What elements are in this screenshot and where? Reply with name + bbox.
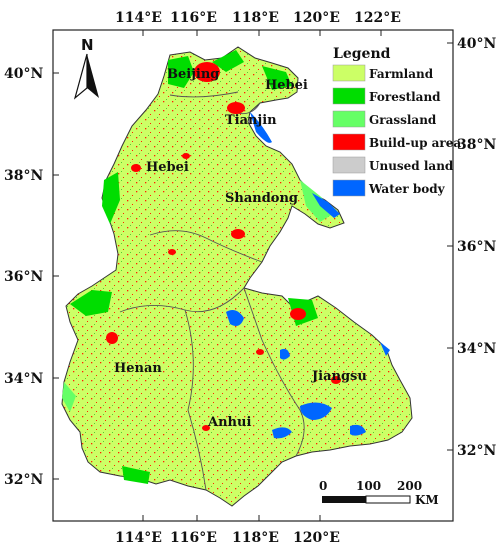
left-latitude-labels: 40°N 38°N 36°N 34°N 32°N — [4, 66, 43, 488]
region-label-jiangsu: Jiangsu — [311, 369, 367, 384]
legend-swatch-water-body — [332, 179, 366, 197]
region-labels: Beijing Hebei Tianjin Hebei Shandong Hen… — [114, 67, 367, 430]
region-label-tianjin: Tianjin — [225, 113, 277, 128]
legend-label-build-up-area: Build-up area — [369, 136, 461, 150]
legend-label-water-body: Water body — [368, 182, 446, 196]
scale-bar-white-segment — [365, 495, 411, 504]
water-bodies — [226, 112, 390, 439]
scale-label-0: 0 — [319, 479, 327, 493]
legend-swatch-forestland — [332, 87, 366, 105]
province-boundaries — [119, 91, 305, 491]
top-longitude-labels: 114°E 116°E 118°E 120°E 122°E — [115, 10, 401, 26]
bottom-tick-label: 118°E — [232, 530, 279, 546]
north-arrow-label: N — [81, 36, 94, 54]
left-tick-label: 32°N — [4, 472, 43, 488]
right-tick-label: 36°N — [457, 239, 496, 255]
north-arrow-icon — [87, 54, 99, 98]
legend-title: Legend — [333, 46, 391, 62]
top-tick-label: 116°E — [170, 10, 217, 26]
legend-swatch-unused-land — [332, 156, 366, 174]
top-tick-label: 122°E — [354, 10, 401, 26]
legend-swatch-farmland — [332, 64, 366, 82]
left-tick-label: 40°N — [4, 66, 43, 82]
built-up-patches — [106, 62, 341, 431]
legend-label-farmland: Farmland — [369, 67, 434, 81]
legend-swatch-grassland — [332, 110, 366, 128]
top-tick-label: 118°E — [232, 10, 279, 26]
north-arrow-icon-outline — [73, 53, 88, 100]
bottom-tick-label: 120°E — [293, 530, 340, 546]
bottom-tick-label: 114°E — [115, 530, 162, 546]
bottom-longitude-labels: 114°E 116°E 118°E 120°E — [115, 530, 340, 546]
right-tick-label: 32°N — [457, 443, 496, 459]
right-tick-label: 38°N — [457, 137, 496, 153]
legend-swatch-build-up-area — [332, 133, 366, 151]
scale-bar: 0 100 200 KM — [319, 479, 439, 507]
left-tick-label: 34°N — [4, 371, 43, 387]
region-label-beijing: Beijing — [167, 67, 219, 82]
left-tick-label: 36°N — [4, 269, 43, 285]
right-latitude-labels: 40°N 38°N 36°N 34°N 32°N — [457, 36, 496, 459]
top-tick-label: 120°E — [293, 10, 340, 26]
legend-label-grassland: Grassland — [369, 113, 437, 127]
scale-label-200: 200 — [397, 479, 422, 493]
tick-marks — [53, 30, 453, 521]
legend: Legend Farmland Forestland Grassland Bui… — [332, 46, 461, 197]
left-tick-label: 38°N — [4, 168, 43, 184]
region-label-hebei-ne: Hebei — [265, 78, 308, 93]
scale-unit: KM — [415, 493, 439, 507]
north-arrow: N — [73, 36, 99, 100]
scale-label-100: 100 — [356, 479, 381, 493]
bottom-tick-label: 116°E — [170, 530, 217, 546]
legend-label-forestland: Forestland — [369, 90, 441, 104]
right-tick-label: 40°N — [457, 36, 496, 52]
study-area — [61, 46, 413, 507]
region-label-henan: Henan — [114, 361, 162, 376]
region-label-shandong: Shandong — [225, 191, 298, 206]
legend-label-unused-land: Unused land — [369, 159, 454, 173]
region-label-anhui: Anhui — [207, 415, 251, 430]
scale-bar-black-segment — [322, 496, 366, 503]
right-tick-label: 34°N — [457, 341, 496, 357]
region-label-hebei: Hebei — [146, 160, 189, 175]
top-tick-label: 114°E — [115, 10, 162, 26]
